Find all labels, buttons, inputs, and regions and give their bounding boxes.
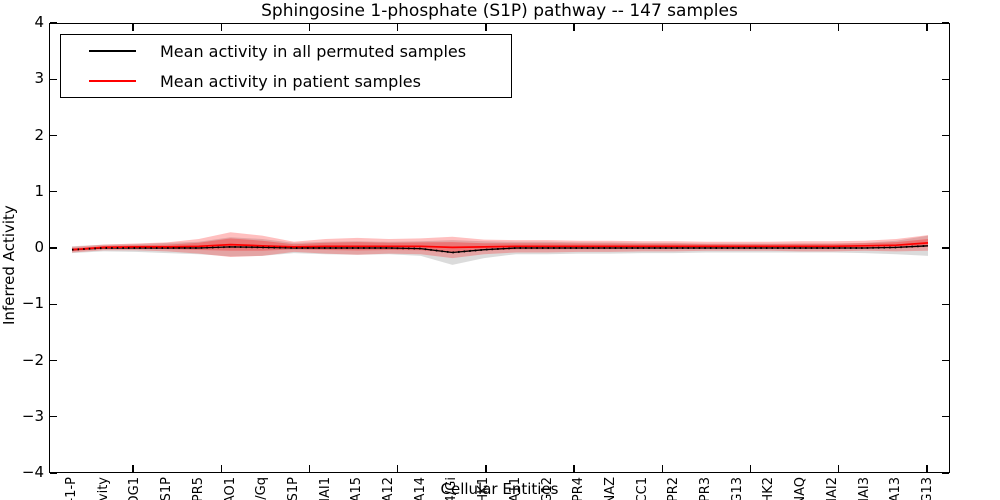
y-tick-label: −4 bbox=[21, 463, 44, 481]
y-tick-right bbox=[942, 191, 949, 193]
legend: Mean activity in all permuted samples Me… bbox=[60, 34, 512, 98]
y-tick-label: 2 bbox=[34, 125, 44, 144]
x-axis-label: Cellular Entities bbox=[440, 480, 559, 498]
y-tick-left bbox=[50, 134, 57, 137]
y-tick-left bbox=[50, 472, 57, 474]
legend-label-patient: Mean activity in patient samples bbox=[160, 71, 421, 91]
patient-std-band-outer bbox=[72, 232, 928, 259]
permuted-std-band bbox=[72, 235, 928, 265]
permuted-mean-line bbox=[71, 245, 929, 254]
x-tick-bottom bbox=[573, 465, 575, 472]
y-tick-right bbox=[942, 416, 949, 418]
legend-label-permuted: Mean activity in all permuted samples bbox=[160, 41, 467, 61]
y-tick-label: 0 bbox=[34, 238, 44, 256]
y-tick-left bbox=[50, 78, 57, 80]
x-tick-top bbox=[396, 24, 399, 31]
x-tick-top bbox=[573, 24, 575, 31]
y-tick-right bbox=[942, 22, 949, 24]
x-tick-bottom bbox=[308, 465, 311, 472]
y-tick-left bbox=[50, 416, 57, 418]
x-tick-top bbox=[661, 24, 664, 31]
x-tick-top bbox=[132, 24, 134, 31]
x-tick-bottom bbox=[485, 465, 487, 472]
x-tick-bottom bbox=[396, 465, 399, 472]
y-tick-label: 1 bbox=[34, 181, 44, 200]
y-tick-right bbox=[942, 78, 949, 80]
x-tick-top bbox=[220, 24, 222, 31]
y-tick-left bbox=[50, 247, 57, 249]
x-tick-top bbox=[749, 24, 752, 31]
patient-std-band-inner bbox=[72, 238, 928, 253]
y-tick-right bbox=[942, 134, 949, 137]
legend-line-patient-icon bbox=[89, 80, 136, 82]
x-tick-bottom bbox=[749, 465, 752, 472]
x-tick-top bbox=[308, 24, 311, 31]
y-tick-right bbox=[942, 472, 949, 474]
y-tick-right bbox=[942, 303, 949, 305]
x-tick-bottom bbox=[838, 465, 840, 472]
y-tick-left bbox=[50, 359, 57, 362]
x-tick-top bbox=[838, 24, 840, 31]
y-tick-label: −1 bbox=[21, 294, 44, 313]
y-tick-label: −3 bbox=[21, 406, 44, 425]
y-tick-left bbox=[50, 303, 57, 305]
y-axis-label: Inferred Activity bbox=[0, 205, 18, 325]
chart-title: Sphingosine 1-phosphate (S1P) pathway --… bbox=[261, 1, 738, 21]
legend-row-patient: Mean activity in patient samples bbox=[61, 67, 511, 95]
x-tick-top bbox=[485, 24, 487, 31]
y-tick-label: −2 bbox=[21, 350, 44, 369]
x-tick-bottom bbox=[661, 465, 664, 472]
y-tick-label: 3 bbox=[34, 69, 44, 88]
y-tick-left bbox=[50, 22, 57, 24]
x-tick-top bbox=[926, 24, 928, 31]
x-tick-bottom bbox=[926, 465, 928, 472]
legend-line-permuted-icon bbox=[89, 50, 136, 52]
legend-row-permuted: Mean activity in all permuted samples bbox=[61, 37, 511, 65]
y-tick-right bbox=[942, 359, 949, 362]
y-tick-label: 4 bbox=[34, 13, 44, 31]
y-tick-left bbox=[50, 191, 57, 193]
patient-mean-line bbox=[71, 242, 929, 251]
x-tick-bottom bbox=[220, 465, 222, 472]
x-tick-bottom bbox=[132, 465, 134, 472]
y-tick-right bbox=[942, 247, 949, 249]
